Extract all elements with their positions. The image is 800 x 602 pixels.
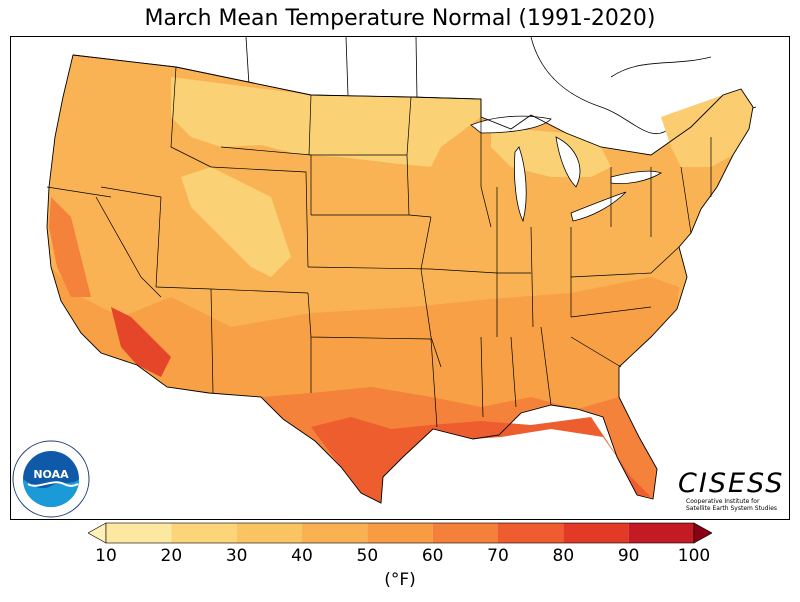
colorbar-under-arrow	[88, 522, 107, 544]
map-title: March Mean Temperature Normal (1991-2020…	[144, 6, 656, 31]
colorbar-tick-label: 20	[160, 546, 183, 566]
colorbar-tick-label: 60	[421, 546, 444, 566]
cisess-logo: CISESS Cooperative Institute for Satelli…	[678, 468, 788, 513]
conus-outline	[46, 54, 754, 504]
zone-cold-rockies	[181, 167, 291, 277]
lake-ontario	[610, 170, 662, 184]
colorbar-segment	[432, 523, 498, 543]
zone-very-hot	[311, 417, 651, 503]
zone-hot	[261, 387, 657, 503]
lake-superior	[470, 115, 552, 134]
noaa-logo-icon: NOAA	[12, 440, 90, 518]
colorbar-tick-label: 40	[291, 546, 313, 566]
lake-erie	[570, 191, 627, 222]
zone-cold-north	[171, 77, 481, 167]
colorbar-segment	[171, 523, 237, 543]
colorbar-tick-label: 10	[95, 546, 117, 566]
cisess-name: CISESS	[678, 468, 785, 499]
noaa-center-text: NOAA	[33, 468, 69, 481]
conus-fill	[47, 55, 753, 503]
zone-cold-northeast	[661, 89, 753, 167]
colorbar-segment	[628, 523, 694, 543]
colorbar-tick-label: 30	[225, 546, 248, 566]
colorbar-unit-label: (°F)	[384, 570, 416, 590]
colorbar-tick-label: 50	[356, 546, 379, 566]
colorbar-segment	[498, 523, 564, 543]
lake-huron	[555, 136, 581, 188]
colorbar-segment	[367, 523, 433, 543]
colorbar-segment	[302, 523, 368, 543]
temperature-map	[46, 37, 757, 504]
colorbar-segment	[563, 523, 629, 543]
colorbar	[88, 522, 712, 544]
colorbar-tick-label: 80	[552, 546, 575, 566]
map-frame	[10, 36, 790, 520]
zone-hot-california	[49, 197, 91, 297]
colorbar-segment	[236, 523, 302, 543]
cisess-subtitle-1: Cooperative Institute for	[686, 498, 760, 505]
great-lakes	[470, 115, 662, 223]
state-borders	[46, 54, 712, 428]
zone-warm	[51, 267, 679, 503]
lake-michigan	[513, 146, 527, 223]
cisess-subtitle-2: Satellite Earth System Studies	[686, 505, 778, 512]
colorbar-tick-label: 90	[617, 546, 640, 566]
colorbar-frame	[105, 522, 695, 544]
colorbar-tick-label: 70	[487, 546, 509, 566]
colorbar-tick-label: 100	[677, 546, 711, 566]
zone-hottest-sw	[111, 307, 171, 377]
colorbar-over-arrow	[693, 522, 712, 544]
colorbar-segment	[106, 523, 172, 543]
